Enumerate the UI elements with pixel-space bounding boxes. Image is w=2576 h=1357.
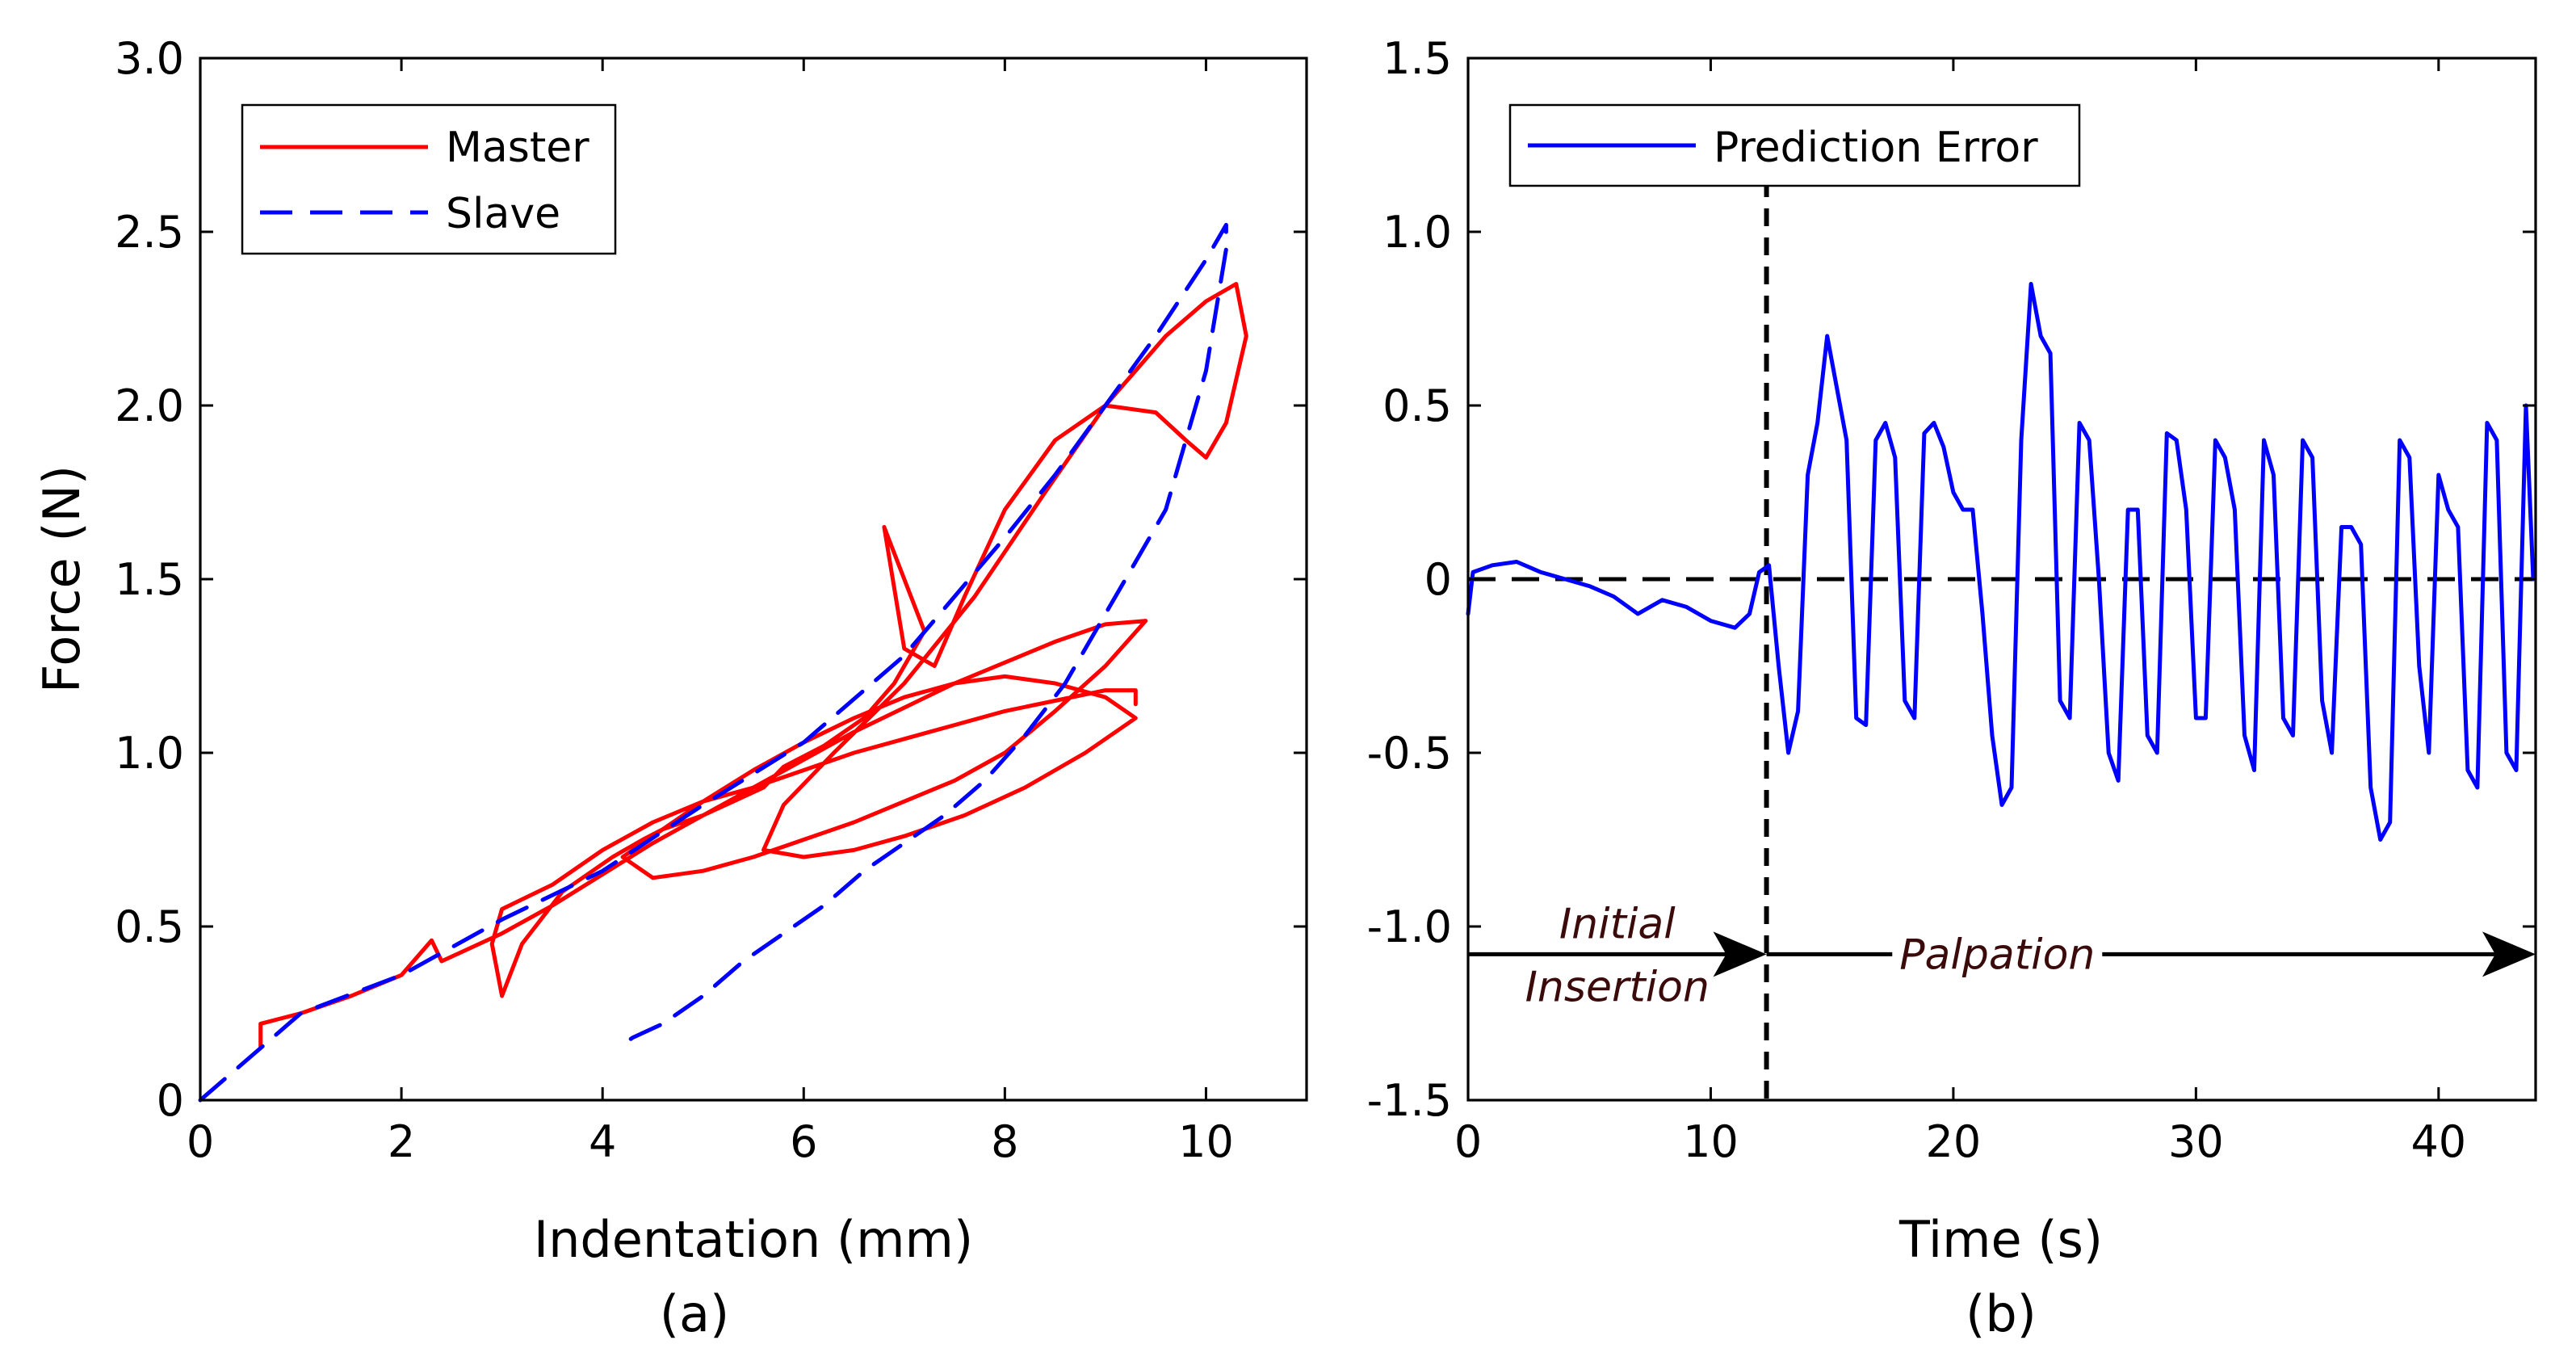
panel-a-x-tick-label: 6 <box>790 1116 817 1167</box>
palpation-label: Palpation <box>1899 931 2095 979</box>
panel-a-y-axis-label: Force (N) <box>32 465 91 693</box>
panel-a-y-tick-label: 3.0 <box>115 33 184 84</box>
panel-a-x-tick-label: 0 <box>187 1116 214 1167</box>
panel-b-x-tick-label: 30 <box>2168 1116 2224 1167</box>
legend-prediction-error-label: Prediction Error <box>1714 124 2038 172</box>
panel-b-x-tick-label: 40 <box>2410 1116 2466 1167</box>
panel-a-legend: Master Slave <box>241 103 617 255</box>
initial-insertion-arrow-head <box>1713 931 1767 977</box>
panel-b-x-tick-label: 0 <box>1454 1116 1482 1167</box>
panel-a-y-tick-label: 2.5 <box>115 207 184 258</box>
panel-a-data-layer <box>198 222 1248 1103</box>
panel-a-y-tick-label: 1.0 <box>115 728 184 779</box>
panel-a-legend-box <box>241 103 617 255</box>
legend-master-label: Master <box>446 124 589 172</box>
initial-insertion-label-line1: Initial <box>1559 900 1676 948</box>
panel-a-caption: (a) <box>660 1284 729 1343</box>
series-master-line <box>258 282 1248 1050</box>
panel-b-y-tick-label: -1.0 <box>1367 901 1452 952</box>
panel-b-y-tick-label: -1.5 <box>1367 1075 1452 1126</box>
panel-a-x-tick-label: 4 <box>589 1116 616 1167</box>
panel-a-x-axis-label: Indentation (mm) <box>534 1210 973 1269</box>
panel-b-annotations: Initial Insertion Palpation <box>1468 900 2536 1011</box>
panel-a-x-tick-label: 8 <box>991 1116 1018 1167</box>
panel-b-y-tick-label: 1.0 <box>1382 207 1452 258</box>
panel-a-ticks: 0 2 4 6 8 10 0 0.5 1.0 1.5 2.0 2.5 3.0 <box>115 33 1307 1167</box>
panel-b-x-tick-label: 20 <box>1926 1116 1982 1167</box>
legend-slave-label: Slave <box>446 190 560 238</box>
panel-b-y-tick-label: 1.5 <box>1382 33 1452 84</box>
panel-b-legend: Prediction Error <box>1508 103 2081 187</box>
panel-a-y-tick-label: 0.5 <box>115 901 184 952</box>
panel-a-x-tick-label: 2 <box>388 1116 415 1167</box>
panel-b-chart: 0 10 20 30 40 -1.5 -1.0 -0.5 0 0.5 1.0 1.5 Time (s)… <box>1367 33 2537 1343</box>
series-prediction-error-line <box>1466 282 2536 842</box>
panel-a-y-tick-label: 1.5 <box>115 554 184 605</box>
panel-b-x-axis-label: Time (s) <box>1898 1210 2103 1269</box>
palpation-label-bg <box>1892 922 2103 979</box>
series-slave-line <box>198 222 1228 1103</box>
panel-b-y-tick-label: 0 <box>1424 554 1452 605</box>
initial-insertion-label-line2: Insertion <box>1525 963 1710 1011</box>
panel-b-ticks: 0 10 20 30 40 -1.5 -1.0 -0.5 0 0.5 1.0 1.5 <box>1367 33 2536 1167</box>
panel-b-x-tick-label: 10 <box>1683 1116 1739 1167</box>
panel-a-y-tick-label: 0 <box>157 1075 184 1126</box>
palpation-arrow-head <box>2482 931 2536 977</box>
panel-b-y-tick-label: -0.5 <box>1367 728 1452 779</box>
panel-a-x-tick-label: 10 <box>1178 1116 1234 1167</box>
panel-a-y-tick-label: 2.0 <box>115 380 184 431</box>
panel-b-y-tick-label: 0.5 <box>1382 380 1452 431</box>
panel-a-chart: 0 2 4 6 8 10 0 0.5 1.0 1.5 2.0 2.5 3.0 Force (N) Ind… <box>32 33 1308 1343</box>
panel-b-caption: (b) <box>1966 1284 2037 1343</box>
panel-b-data-layer <box>1466 179 2536 1100</box>
